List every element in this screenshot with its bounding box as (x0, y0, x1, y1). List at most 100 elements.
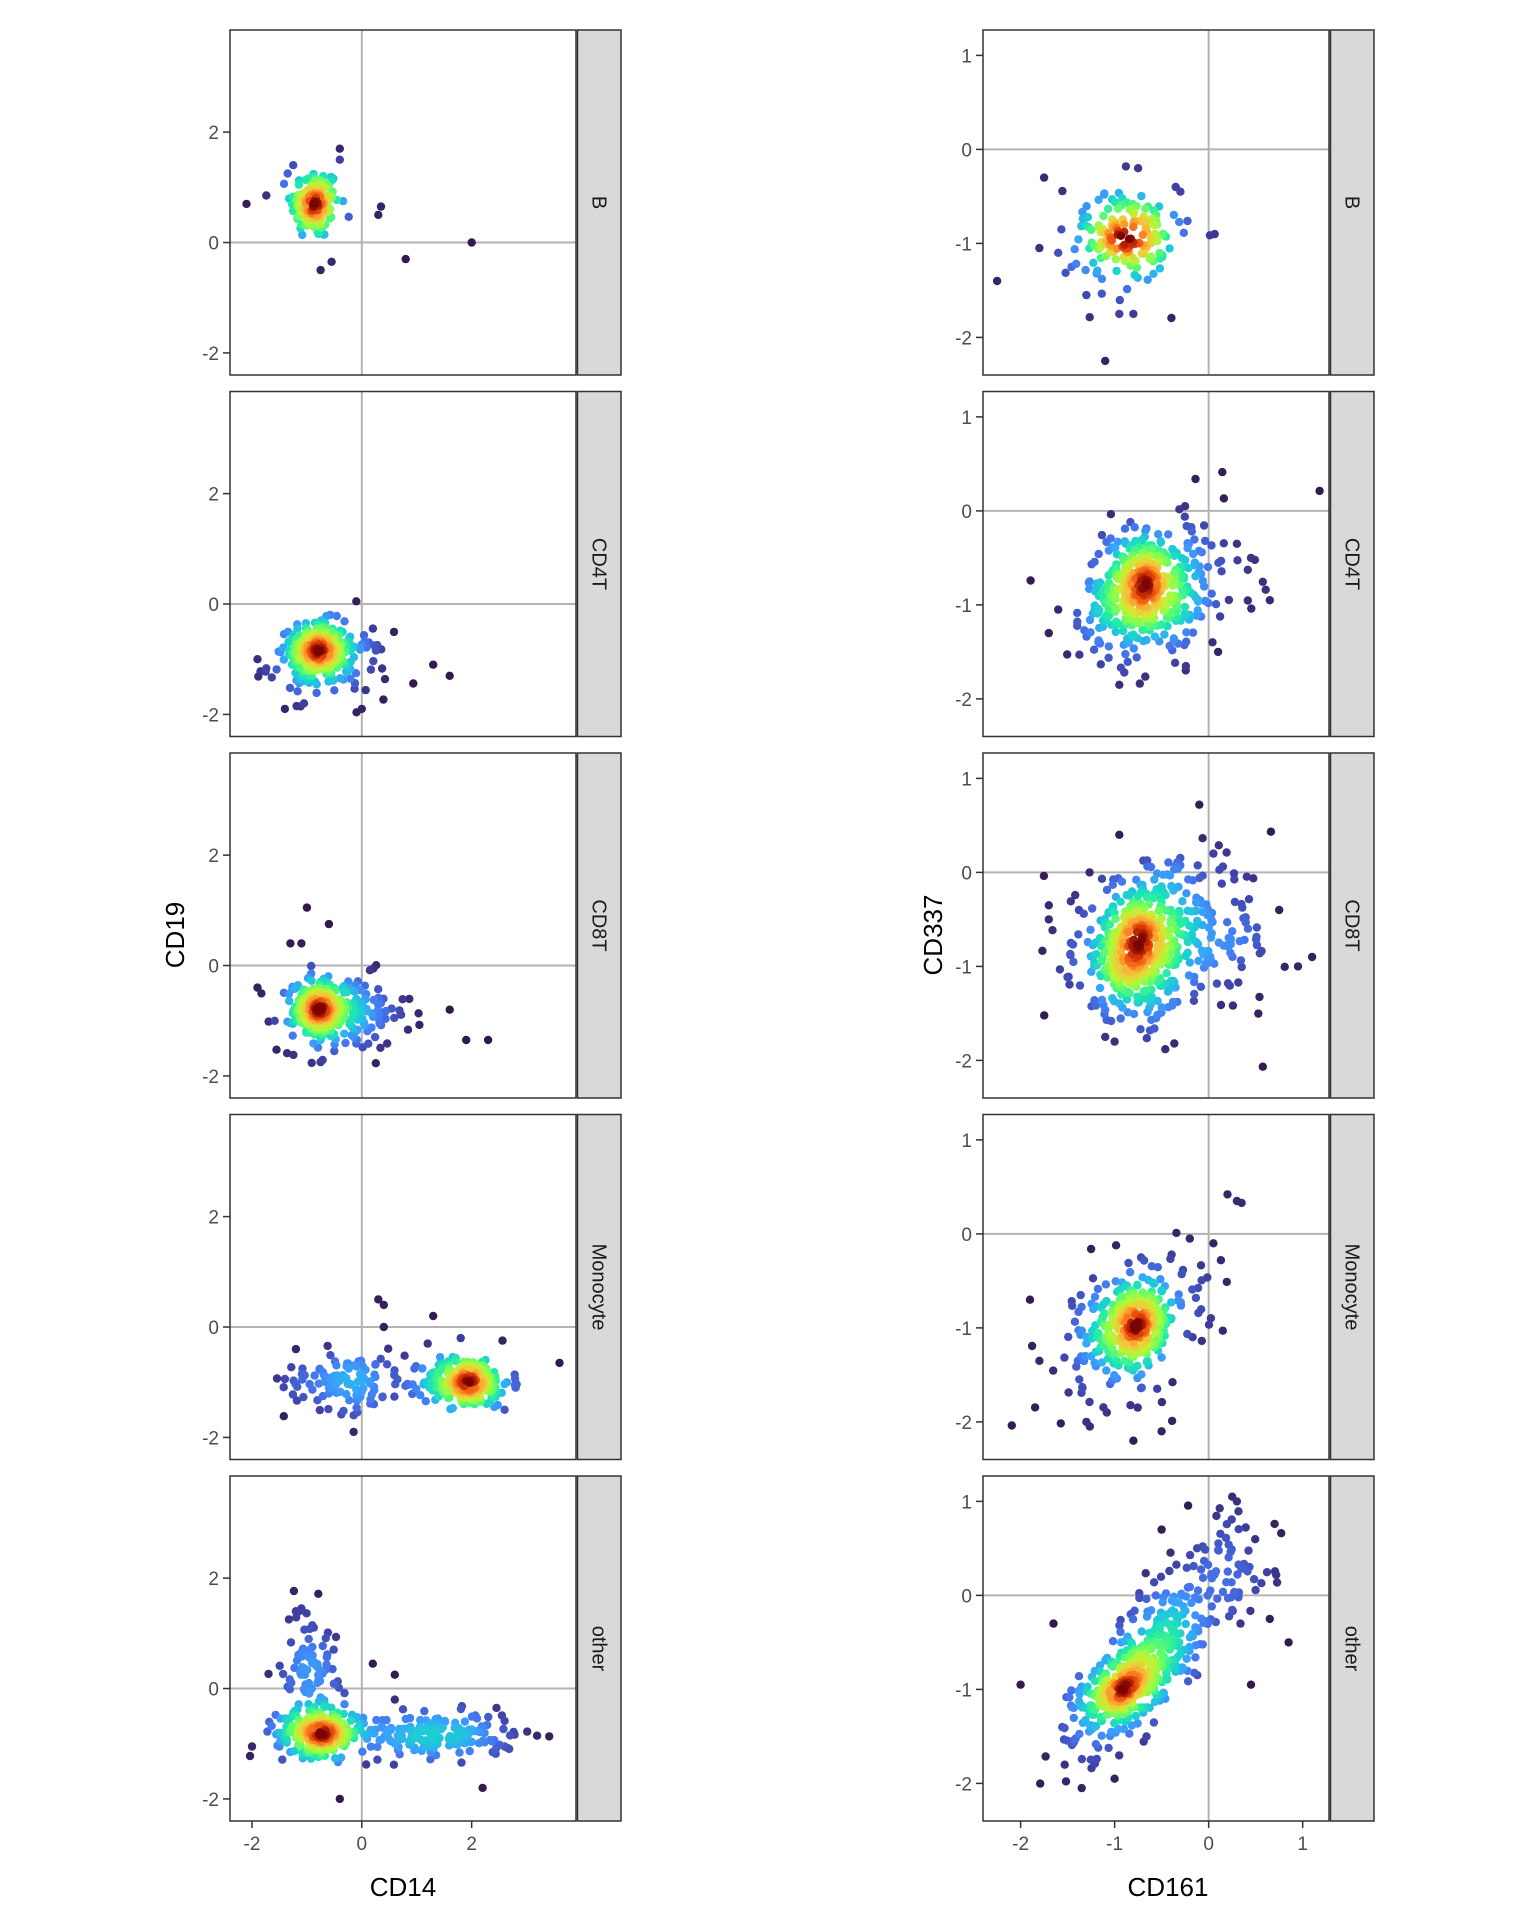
facet-strip-label: other (1340, 1626, 1362, 1672)
facet-strip (576, 752, 622, 1099)
data-point (1218, 467, 1227, 477)
data-point (1078, 207, 1087, 217)
data-point (1111, 627, 1120, 637)
data-point (1124, 891, 1134, 900)
data-point (1167, 313, 1176, 323)
data-point (1223, 1567, 1233, 1576)
data-point (1108, 1637, 1118, 1646)
data-point (1115, 295, 1125, 305)
data-point (1073, 617, 1082, 626)
data-point (1181, 951, 1190, 961)
data-point (1138, 230, 1148, 239)
data-point (1129, 222, 1138, 232)
data-point (1204, 923, 1214, 932)
data-point (1193, 861, 1202, 870)
data-point (1041, 1752, 1050, 1761)
data-point (1007, 1421, 1016, 1430)
facet-strip-label: CD8T (1340, 899, 1362, 951)
data-point (247, 1742, 257, 1751)
data-point (1229, 869, 1239, 878)
data-point (1183, 1677, 1193, 1686)
data-point (1115, 1285, 1125, 1294)
data-point (1244, 895, 1254, 904)
data-point (1180, 512, 1190, 521)
data-point (1106, 1016, 1116, 1026)
data-point (1235, 937, 1244, 946)
data-point (1185, 958, 1195, 967)
data-point (253, 655, 262, 664)
data-point (1075, 1375, 1084, 1384)
data-point (383, 1039, 392, 1048)
data-point (456, 1333, 465, 1343)
data-point (279, 179, 289, 188)
data-point (1169, 865, 1179, 874)
data-point (1048, 926, 1057, 935)
data-point (332, 1361, 341, 1370)
data-point (1228, 1001, 1238, 1010)
data-point (1025, 1295, 1035, 1304)
data-point (384, 1344, 393, 1353)
data-point (1141, 672, 1150, 681)
data-point (510, 1374, 520, 1383)
data-point (1230, 875, 1239, 884)
data-point (1116, 1627, 1125, 1637)
data-point (1125, 1729, 1134, 1738)
data-point (338, 196, 348, 206)
data-point (1215, 612, 1225, 621)
data-point (1168, 997, 1178, 1007)
data-point (1116, 1014, 1125, 1023)
data-point (545, 1732, 554, 1741)
data-point (1156, 538, 1166, 547)
data-point (1127, 1721, 1137, 1730)
data-point (1160, 630, 1169, 639)
data-point (335, 144, 344, 153)
data-point (1207, 1574, 1217, 1583)
data-point (378, 1392, 387, 1401)
data-point (373, 1755, 382, 1764)
data-point (414, 1009, 423, 1018)
data-point (1091, 1721, 1101, 1731)
data-point (1139, 993, 1149, 1003)
facet-panel-cd8t: CD8T -2 0 2 (202, 752, 622, 1099)
facet-panel-cd4t: CD4T -2 0 2 (202, 390, 622, 738)
y-tick-label: -1 (955, 596, 972, 617)
facet-strip (1329, 390, 1375, 738)
data-point (1177, 1591, 1186, 1600)
data-point (1197, 946, 1207, 955)
data-point (287, 1678, 296, 1688)
data-point (1165, 244, 1174, 253)
data-point (1191, 1611, 1200, 1620)
data-point (340, 1700, 349, 1709)
data-point (1156, 1642, 1165, 1651)
data-point (352, 1403, 361, 1412)
data-point (1064, 1388, 1073, 1397)
data-point (372, 1715, 381, 1725)
data-point (1251, 1535, 1260, 1544)
data-point (285, 996, 294, 1006)
data-point (1222, 1277, 1232, 1287)
facet-panel-other: other -2 -1 0 1 -2 -1 0 1 (955, 1475, 1375, 1855)
data-point (344, 1364, 353, 1373)
data-point (1162, 969, 1171, 978)
y-tick-label: -2 (955, 690, 972, 711)
data-point (1108, 1662, 1118, 1671)
data-point (1146, 862, 1156, 872)
data-point (1146, 233, 1156, 243)
panel-border (982, 752, 1330, 1099)
data-point (1232, 539, 1242, 548)
data-point (367, 1023, 376, 1032)
data-point (1193, 606, 1202, 615)
data-point (377, 664, 387, 673)
data-point (1137, 1627, 1146, 1636)
data-point (278, 1755, 287, 1764)
data-point (1142, 1732, 1151, 1741)
data-point (1257, 1579, 1266, 1588)
data-point (1189, 996, 1199, 1005)
data-point (474, 1739, 484, 1748)
data-point (523, 1727, 532, 1736)
data-point (1207, 541, 1216, 550)
data-point (1104, 642, 1114, 651)
data-point (1150, 875, 1159, 884)
data-point (299, 699, 309, 708)
y-tick-label: -2 (202, 1790, 219, 1811)
